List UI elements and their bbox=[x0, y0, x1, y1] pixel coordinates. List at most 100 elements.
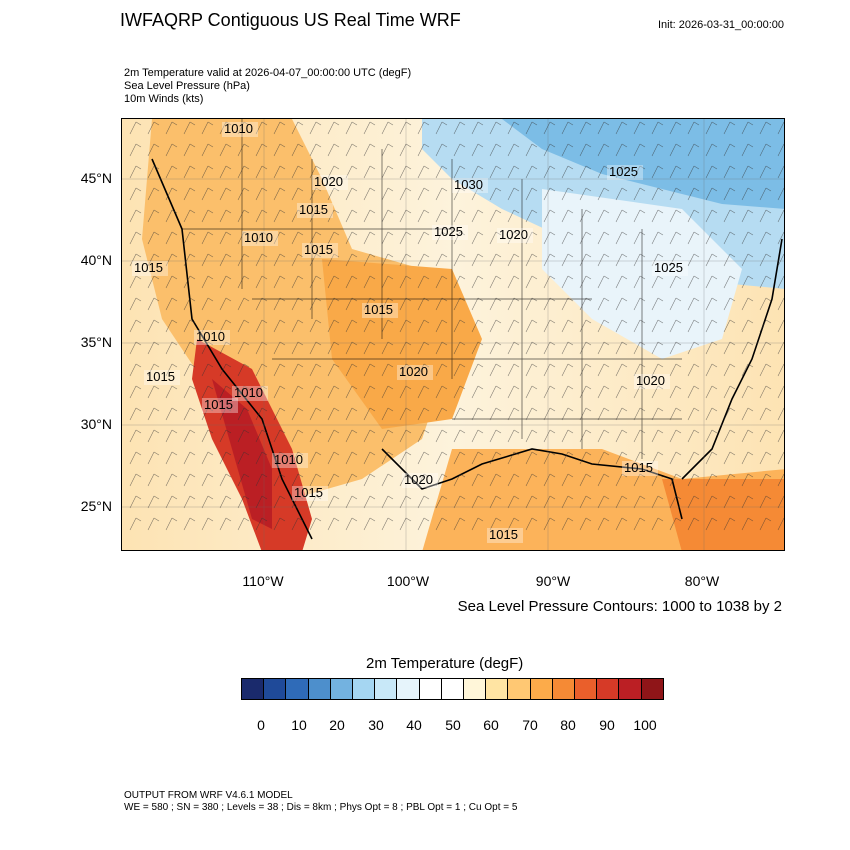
wind-barb bbox=[435, 451, 448, 465]
wind-barb bbox=[615, 253, 628, 267]
wind-barb bbox=[669, 473, 682, 487]
wind-barb bbox=[597, 121, 610, 135]
wind-barb bbox=[597, 517, 610, 531]
wind-barb bbox=[183, 517, 196, 531]
svg-text:1025: 1025 bbox=[434, 224, 463, 239]
wind-barb bbox=[507, 385, 520, 399]
wind-barb bbox=[669, 209, 682, 223]
wind-barb bbox=[381, 187, 394, 201]
wind-barb bbox=[525, 495, 538, 509]
wind-barb bbox=[363, 209, 376, 223]
wind-barb bbox=[417, 231, 430, 245]
wind-barb bbox=[363, 451, 376, 465]
wind-barb bbox=[399, 143, 412, 157]
wind-barb bbox=[273, 473, 286, 487]
wind-barb bbox=[543, 517, 556, 531]
wind-barb bbox=[687, 363, 700, 377]
wind-barb bbox=[597, 495, 610, 509]
wind-barb bbox=[219, 473, 232, 487]
wind-barb bbox=[417, 121, 430, 135]
wind-barb bbox=[165, 187, 178, 201]
wind-barb bbox=[435, 429, 448, 443]
wind-barb bbox=[759, 275, 772, 289]
wind-barb bbox=[129, 517, 142, 531]
wind-barb bbox=[597, 165, 610, 179]
wind-barb bbox=[129, 319, 142, 333]
svg-text:1015: 1015 bbox=[299, 202, 328, 217]
colorbar-tick-label: 50 bbox=[445, 717, 461, 733]
wind-barb bbox=[561, 429, 574, 443]
wind-barb bbox=[165, 451, 178, 465]
wind-barb bbox=[381, 297, 394, 311]
wind-barb bbox=[561, 231, 574, 245]
wind-barb bbox=[417, 363, 430, 377]
wind-barb bbox=[723, 121, 736, 135]
wind-barb bbox=[705, 187, 718, 201]
wind-barb bbox=[597, 429, 610, 443]
wind-barb bbox=[147, 385, 160, 399]
wind-barb bbox=[597, 275, 610, 289]
wind-barb bbox=[543, 297, 556, 311]
svg-text:1010: 1010 bbox=[244, 230, 273, 245]
wind-barb bbox=[525, 143, 538, 157]
wind-barb bbox=[201, 429, 214, 443]
wind-barb bbox=[453, 121, 466, 135]
wind-barb bbox=[471, 429, 484, 443]
wind-barb bbox=[381, 143, 394, 157]
wind-barb bbox=[507, 143, 520, 157]
wind-barb bbox=[723, 495, 736, 509]
wind-barb bbox=[777, 341, 784, 355]
wind-barb bbox=[579, 363, 592, 377]
wind-barb bbox=[345, 517, 358, 531]
colorbar-swatch bbox=[441, 679, 465, 699]
wind-barb bbox=[579, 341, 592, 355]
wind-barb bbox=[579, 253, 592, 267]
wind-barb bbox=[705, 363, 718, 377]
wind-barb bbox=[129, 341, 142, 355]
wind-barb bbox=[597, 143, 610, 157]
wind-barb bbox=[687, 473, 700, 487]
wind-barb bbox=[687, 385, 700, 399]
wind-barb bbox=[363, 517, 376, 531]
wind-barb bbox=[615, 517, 628, 531]
wind-barb bbox=[741, 517, 754, 531]
wind-barb bbox=[507, 517, 520, 531]
wind-barb bbox=[165, 473, 178, 487]
wind-barb bbox=[345, 209, 358, 223]
wind-barb bbox=[291, 187, 304, 201]
wind-barb bbox=[255, 231, 268, 245]
isobar-label: 1010 bbox=[272, 452, 308, 468]
wind-barb bbox=[273, 407, 286, 421]
wind-barb bbox=[705, 319, 718, 333]
wind-barb bbox=[471, 407, 484, 421]
wind-barb bbox=[381, 451, 394, 465]
wind-barb bbox=[309, 517, 322, 531]
wind-barb bbox=[741, 209, 754, 223]
wind-barb bbox=[741, 165, 754, 179]
wind-barb bbox=[651, 165, 664, 179]
wind-barb bbox=[471, 363, 484, 377]
colorbar-swatch bbox=[597, 679, 620, 699]
wind-barb bbox=[687, 495, 700, 509]
wind-barb bbox=[291, 231, 304, 245]
wind-barb bbox=[399, 473, 412, 487]
colorbar-tick-label: 80 bbox=[560, 717, 576, 733]
wind-barb bbox=[435, 407, 448, 421]
wind-barbs bbox=[129, 121, 784, 531]
wind-barb bbox=[723, 407, 736, 421]
wind-barb bbox=[435, 209, 448, 223]
wind-barb bbox=[201, 385, 214, 399]
colorbar-tick-label: 30 bbox=[368, 717, 384, 733]
wind-barb bbox=[435, 385, 448, 399]
wind-barb bbox=[633, 451, 646, 465]
wind-barb bbox=[129, 187, 142, 201]
isobar-label: 1025 bbox=[652, 260, 688, 276]
wind-barb bbox=[507, 121, 520, 135]
wind-barb bbox=[741, 319, 754, 333]
wind-barb bbox=[471, 121, 484, 135]
wind-barb bbox=[201, 297, 214, 311]
wind-barb bbox=[273, 165, 286, 179]
wind-barb bbox=[201, 517, 214, 531]
wind-barb bbox=[219, 297, 232, 311]
wind-barb bbox=[741, 297, 754, 311]
